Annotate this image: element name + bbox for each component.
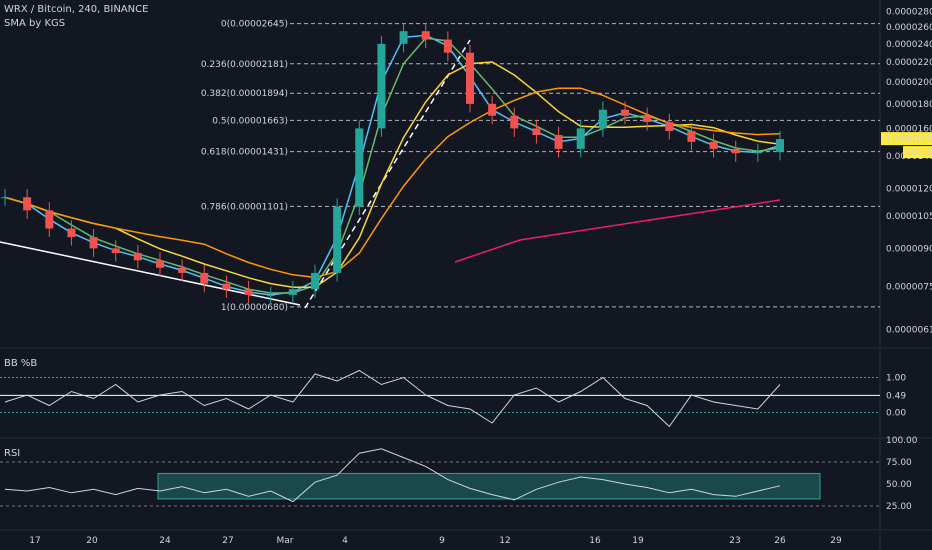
- candle-body: [222, 283, 231, 290]
- candle-body: [244, 289, 253, 295]
- candle-body: [311, 272, 319, 290]
- time-tick-label: 20: [86, 536, 98, 546]
- candle-body: [355, 128, 364, 207]
- time-tick-label: 17: [29, 536, 40, 546]
- rsi-tick-label: 25.00: [886, 502, 912, 512]
- time-tick-label: Mar: [277, 536, 294, 546]
- candle-body: [266, 294, 275, 296]
- time-tick-label: 9: [439, 536, 445, 546]
- candle-body: [156, 260, 164, 268]
- candle-body: [443, 39, 452, 53]
- time-axis[interactable]: 17 20 24 27 Mar 4 9 12 16 19 23 26 29: [29, 536, 842, 546]
- candle-body: [466, 52, 474, 104]
- last-price-label: 0.00001520: [884, 135, 932, 145]
- symbol-title: WRX / Bitcoin, 240, BINANCE: [4, 4, 149, 15]
- candle-body: [67, 228, 76, 238]
- candle-body: [288, 289, 297, 295]
- candle-body: [488, 103, 497, 116]
- candle-body: [709, 141, 718, 149]
- fib-level-label: 0.618(0.00001431): [201, 148, 288, 158]
- time-tick-label: 19: [632, 536, 644, 546]
- candle-body: [776, 139, 784, 152]
- candle-body: [532, 128, 541, 136]
- candle-body: [598, 109, 607, 129]
- sma-yellow-line: [4, 61, 781, 289]
- time-tick-label: 27: [222, 536, 233, 546]
- rsi-tick-label: 50.00: [886, 480, 912, 490]
- bb-panel-title: BB %B: [4, 358, 38, 369]
- fib-level-label: 1(0.00000680): [221, 303, 288, 313]
- candle-body: [643, 115, 652, 122]
- candle-body: [23, 197, 32, 211]
- candle-body: [333, 206, 342, 273]
- time-tick-label: 26: [774, 536, 786, 546]
- rsi-line: [4, 448, 781, 503]
- fib-level-label: 0.382(0.00001894): [201, 89, 288, 99]
- candle-body: [377, 43, 386, 129]
- candle-body: [554, 135, 563, 149]
- time-tick-label: 16: [589, 536, 601, 546]
- candle-body: [621, 109, 629, 116]
- candle-body: [753, 151, 762, 154]
- candle-body: [111, 248, 120, 254]
- candles: [1, 23, 784, 304]
- fib-level-label: 0.5(0.00001663): [212, 116, 288, 126]
- candle-body: [731, 148, 740, 154]
- bb-tick-label: 1.00: [886, 374, 906, 384]
- bb-current-label: 0.49: [886, 391, 906, 401]
- candle-body: [576, 128, 585, 149]
- candle-body: [178, 267, 187, 273]
- candle-body: [510, 115, 519, 129]
- indicator-panels: 1.00 0.00 0.49 100.00 75.00 50.00 25.00: [0, 369, 918, 512]
- candle-body: [421, 31, 430, 40]
- time-tick-label: 12: [499, 536, 510, 546]
- indicator-title: SMA by KGS: [4, 18, 66, 29]
- time-tick-label: 4: [342, 536, 348, 546]
- countdown-label: 40:13: [906, 148, 932, 158]
- time-tick-label: 23: [729, 536, 740, 546]
- rsi-band: [157, 472, 821, 500]
- fib-level-label: 0(0.00002645): [221, 20, 288, 30]
- time-tick-label: 29: [830, 536, 842, 546]
- last-price-badge: [881, 132, 932, 146]
- rsi-tick-label: 100.00: [886, 436, 918, 446]
- candle-body: [1, 197, 9, 199]
- countdown-badge: [903, 146, 932, 159]
- sma-red-line: [454, 199, 781, 263]
- rsi-panel-title: RSI: [4, 448, 21, 459]
- fib-level-label: 0.786(0.00001101): [201, 202, 288, 212]
- candle-body: [45, 210, 54, 229]
- candle-body: [399, 31, 408, 44]
- candle-body: [89, 237, 98, 249]
- fib-level-label: 0.236(0.00002181): [201, 60, 288, 70]
- candle-body: [200, 272, 209, 284]
- candle-body: [687, 131, 696, 142]
- candle-body: [665, 121, 674, 132]
- bb-percent-line: [4, 369, 781, 428]
- fib-retracement: 0(0.00002645) 0.236(0.00002181) 0.382(0.00…: [201, 20, 880, 313]
- bb-tick-label: 0.00: [886, 409, 906, 419]
- candle-body: [133, 253, 142, 261]
- rsi-tick-label: 75.00: [886, 458, 912, 468]
- impulse-line: [304, 39, 471, 309]
- time-tick-label: 24: [159, 536, 171, 546]
